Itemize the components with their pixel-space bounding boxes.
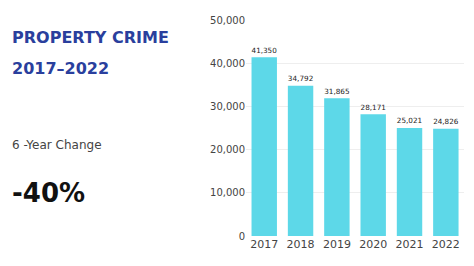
svg-text:0: 0 bbox=[239, 231, 245, 242]
svg-text:20,000: 20,000 bbox=[210, 144, 245, 155]
svg-text:25,021: 25,021 bbox=[397, 116, 422, 125]
svg-text:2019: 2019 bbox=[323, 238, 351, 251]
svg-text:2018: 2018 bbox=[287, 238, 315, 251]
svg-text:28,171: 28,171 bbox=[361, 103, 386, 112]
svg-text:41,350: 41,350 bbox=[252, 46, 278, 55]
svg-text:50,000: 50,000 bbox=[210, 15, 245, 26]
svg-text:-40%: -40% bbox=[12, 178, 85, 208]
svg-text:2020: 2020 bbox=[359, 238, 387, 251]
svg-text:2021: 2021 bbox=[396, 238, 424, 251]
svg-text:2022: 2022 bbox=[432, 238, 460, 251]
svg-text:34,792: 34,792 bbox=[288, 74, 313, 83]
svg-text:2017: 2017 bbox=[250, 238, 278, 251]
svg-text:24,826: 24,826 bbox=[433, 117, 459, 126]
svg-text:31,865: 31,865 bbox=[324, 87, 349, 96]
svg-text:30,000: 30,000 bbox=[210, 101, 245, 112]
svg-text:10,000: 10,000 bbox=[210, 187, 245, 198]
svg-text:2017–2022: 2017–2022 bbox=[12, 59, 109, 78]
svg-text:PROPERTY CRIME: PROPERTY CRIME bbox=[12, 28, 169, 47]
svg-text:6 -Year Change: 6 -Year Change bbox=[12, 138, 102, 152]
svg-text:40,000: 40,000 bbox=[210, 58, 245, 69]
